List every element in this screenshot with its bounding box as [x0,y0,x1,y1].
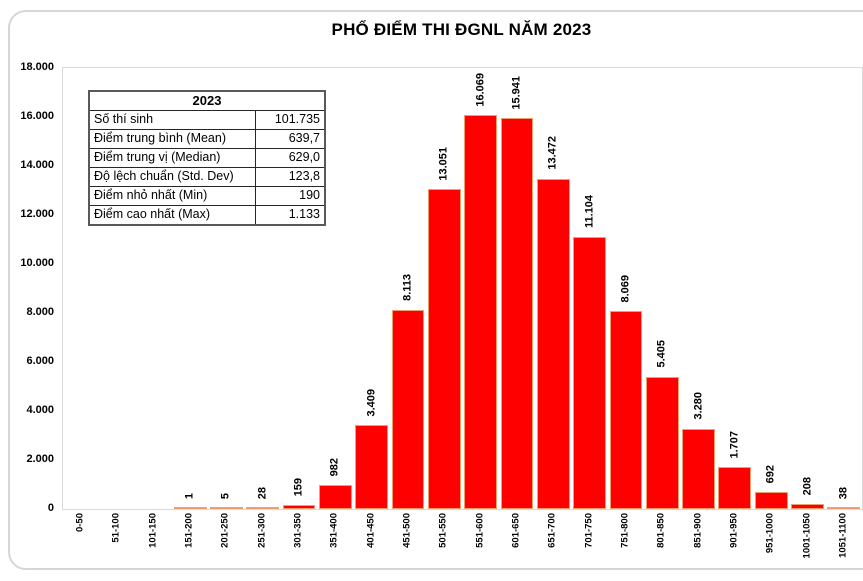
histogram-bar [500,118,534,509]
histogram-bar [173,507,207,509]
y-tick-label: 14.000 [20,159,54,171]
bar-value-label: 5 [219,493,232,500]
bar-value-label: 208 [801,476,814,495]
histogram-bar [536,178,570,509]
y-tick-label: 12.000 [20,208,54,220]
histogram-bar [318,484,352,509]
y-tick-label: 6.000 [26,355,54,367]
histogram-bar [682,428,715,509]
table-row: Điểm trung vị (Median) 629,0 [88,148,326,169]
histogram-bar [645,376,679,509]
histogram-bar [391,310,425,509]
table-row: Điểm cao nhất (Max) 1.133 [88,205,326,226]
bar-value-label: 8.069 [619,274,632,303]
x-tick-label: 201-250 [219,513,231,548]
bar-value-label: 16.069 [474,72,487,107]
bar-value-label: 28 [256,487,269,500]
stat-value: 101.735 [254,110,326,131]
x-tick-label: 551-600 [473,513,485,548]
stats-table-header: 2023 [88,90,326,112]
bar-value-label: 13.051 [437,146,450,181]
stat-label: Điểm trung bình (Mean) [88,129,256,150]
histogram-bar [718,467,752,509]
y-tick-label: 10.000 [20,257,54,269]
bar-value-label: 15.941 [510,75,523,110]
bar-value-label: 38 [837,486,850,500]
chart-title: PHỔ ĐIỂM THI ĐGNL NĂM 2023 [331,20,592,39]
bar-value-label: 13.472 [546,136,559,170]
bar-value-label: 11.104 [583,194,596,228]
histogram-bar [791,503,824,509]
stat-value: 190 [254,186,326,207]
stat-label: Điểm cao nhất (Max) [88,205,256,226]
stat-value: 629,0 [254,148,326,169]
x-tick-label: 801-850 [655,513,667,548]
histogram-bar [573,236,607,509]
chart-frame [8,10,863,570]
stat-label: Điểm trung vị (Median) [88,148,256,169]
x-tick-label: 51-100 [110,513,122,543]
x-tick-label: 951-1000 [764,513,776,554]
histogram-bar [464,115,498,509]
bar-value-label: 1 [183,493,196,500]
x-tick-label: 301-350 [292,513,304,548]
histogram-bar [427,189,461,509]
x-tick-label: 1001-1050 [800,513,812,559]
bar-value-label: 8.113 [401,274,414,302]
bar-value-label: 3.280 [692,392,705,420]
bar-value-label: 1.707 [728,430,741,459]
bar-value-label: 5.405 [655,340,668,368]
y-tick-label: 16.000 [20,110,54,122]
stat-label: Độ lệch chuẩn (Std. Dev) [88,167,256,188]
bar-value-label: 982 [328,457,341,476]
x-tick-label: 651-700 [546,513,558,548]
y-tick-label: 4.000 [26,404,54,416]
bar-value-label: 692 [764,464,777,484]
x-tick-label: 751-800 [619,513,631,548]
histogram-bar [246,507,280,509]
y-axis: 0 2.000 4.000 6.000 8.000 10.000 12.000 14.000 1… [0,62,54,514]
x-tick-label: 351-400 [328,513,340,548]
x-tick-label: 701-750 [582,513,594,548]
table-row: Điểm nhỏ nhất (Min) 190 [88,186,326,207]
histogram-bar [282,505,316,509]
histogram-bar [355,425,389,509]
x-tick-label: 401-450 [364,513,376,548]
table-row: 2023 [88,90,326,112]
table-row: Điểm trung bình (Mean) 639,7 [88,129,326,150]
stats-table: 2023 Số thí sinh 101.735 Điểm trung bình… [88,90,326,227]
stat-label: Số thí sinh [88,110,256,131]
x-tick-label: 451-500 [401,513,413,548]
x-tick-label: 601-650 [510,513,522,548]
x-tick-label: 151-200 [183,513,195,548]
histogram-bar [210,507,243,509]
x-tick-label: 851-900 [691,513,703,548]
histogram-bar [609,311,643,509]
stat-label: Điểm nhỏ nhất (Min) [88,186,256,207]
y-tick-label: 2.000 [26,453,54,465]
table-row: Số thí sinh 101.735 [88,110,326,131]
stat-value: 639,7 [254,129,326,150]
y-tick-label: 18.000 [20,61,54,73]
bar-value-label: 159 [292,477,305,497]
stat-value: 1.133 [254,205,326,226]
y-tick-label: 8.000 [26,306,54,318]
histogram-bar [827,507,861,509]
x-axis: 0-50 51-100 101-150 151-200 201-250 251-300 30… [62,513,861,575]
y-tick-label: 0 [47,502,54,514]
x-tick-label: 251-300 [256,513,267,548]
bar-value-label: 3.409 [365,388,378,417]
stat-value: 123,8 [254,167,326,188]
table-row: Độ lệch chuẩn (Std. Dev) 123,8 [88,167,326,188]
x-tick-label: 901-950 [728,513,740,548]
x-tick-label: 101-150 [147,513,159,548]
x-tick-label: 501-550 [437,513,449,548]
x-tick-label: 0-50 [74,513,86,533]
x-tick-label: 1051-1100 [837,513,849,558]
histogram-bar [754,492,788,509]
